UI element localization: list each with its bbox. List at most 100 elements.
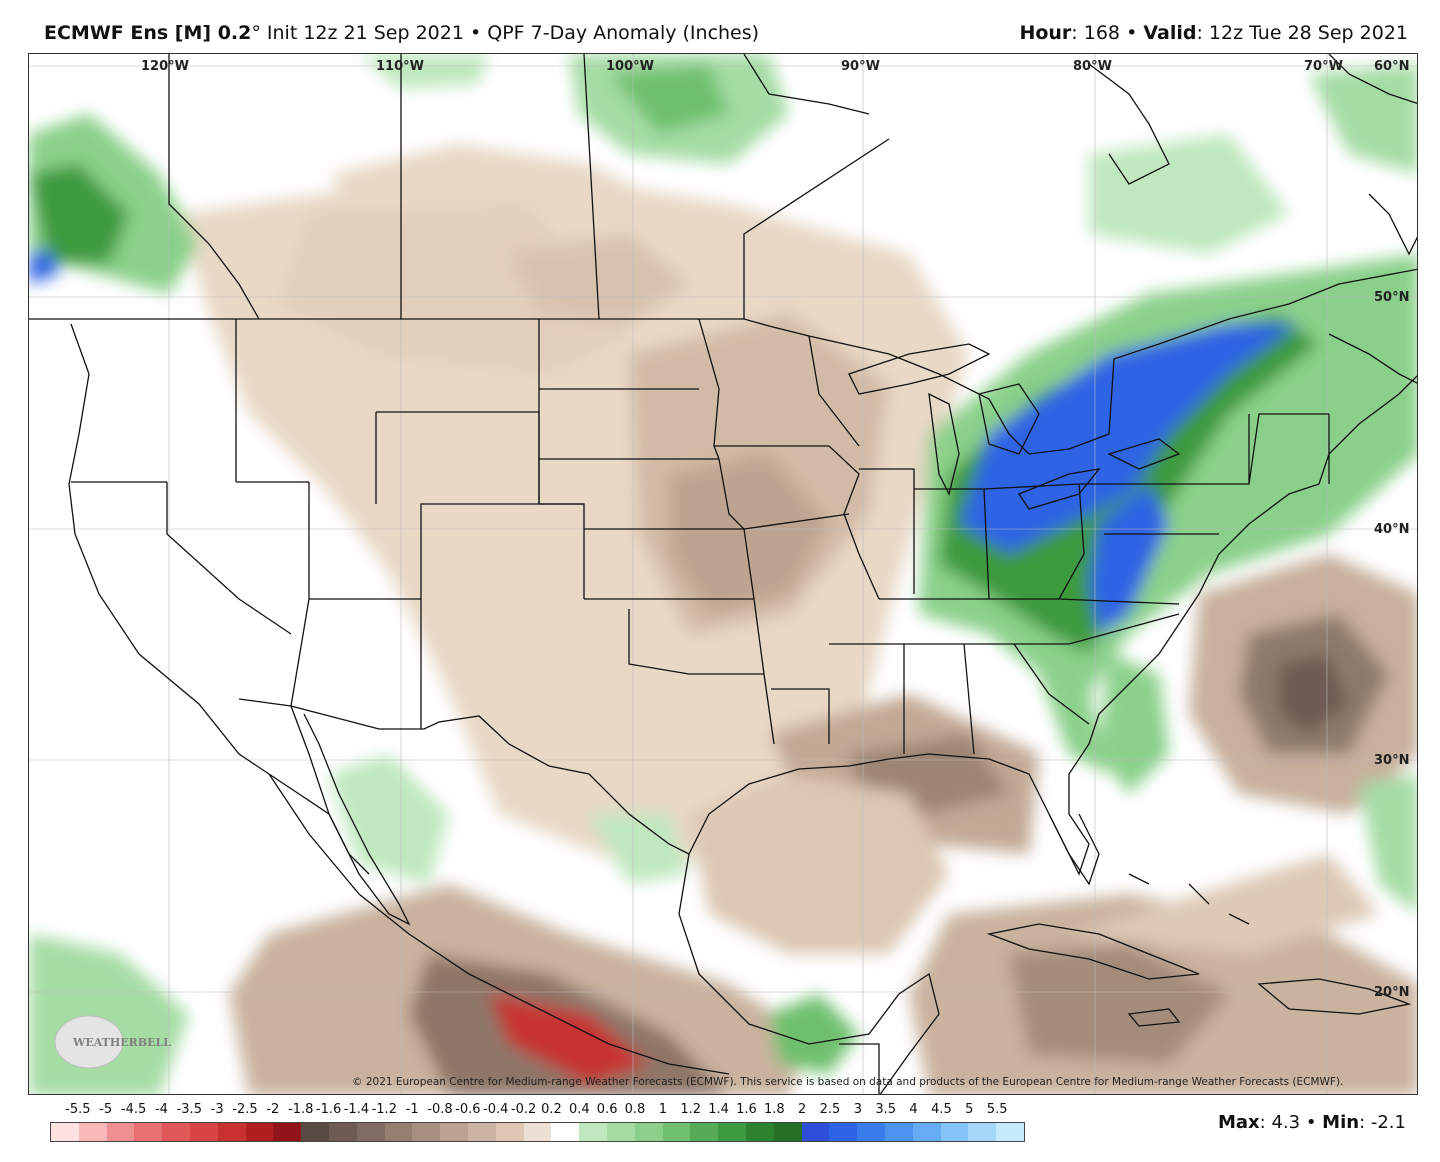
legend-tick-label: 2.5 xyxy=(819,1102,841,1117)
legend-tick-label: -0.6 xyxy=(455,1102,481,1117)
legend-swatch xyxy=(996,1123,1024,1141)
map-canvas: WEATHERBELL xyxy=(29,54,1417,1094)
legend-swatch xyxy=(273,1123,302,1141)
hour-value: : 168 xyxy=(1071,22,1121,44)
legend-tick-label: -2 xyxy=(266,1102,280,1117)
stats-bullet: • xyxy=(1305,1112,1317,1133)
legend-swatch xyxy=(745,1123,774,1141)
legend-swatch xyxy=(884,1123,913,1141)
legend-tick-label: -1.2 xyxy=(371,1102,397,1117)
latitude-label: 40°N xyxy=(1374,522,1410,537)
legend-tick-label: -0.8 xyxy=(427,1102,453,1117)
legend-tick-label: -0.4 xyxy=(483,1102,509,1117)
legend-swatch xyxy=(356,1123,385,1141)
init-time: Init 12z 21 Sep 2021 xyxy=(266,22,464,44)
valid-label: Valid xyxy=(1143,22,1197,44)
map-title: ECMWF Ens [M] 0.2° Init 12z 21 Sep 2021 … xyxy=(44,22,759,44)
legend-color-bar xyxy=(50,1122,1025,1142)
legend-swatch xyxy=(579,1123,607,1141)
longitude-label: 80°W xyxy=(1073,59,1112,74)
legend-tick-label: -3.5 xyxy=(176,1102,202,1117)
legend-tick-label: -1 xyxy=(405,1102,419,1117)
min-value: : -2.1 xyxy=(1359,1112,1406,1133)
legend-tick-label: 0.2 xyxy=(541,1102,562,1117)
legend-tick-label: -3 xyxy=(210,1102,224,1117)
legend-swatch xyxy=(78,1123,107,1141)
legend-tick-label: 1.4 xyxy=(708,1102,729,1117)
legend-swatch xyxy=(189,1123,218,1141)
legend-swatch xyxy=(440,1123,468,1141)
min-label: Min xyxy=(1322,1112,1360,1133)
longitude-label: 70°W xyxy=(1304,59,1343,74)
anomaly-field xyxy=(29,54,1417,1094)
max-label: Max xyxy=(1217,1112,1260,1133)
legend-tick-label: 1.6 xyxy=(736,1102,757,1117)
legend-swatch xyxy=(106,1123,135,1141)
legend-swatch xyxy=(495,1123,524,1141)
legend-swatch xyxy=(634,1123,663,1141)
legend-tick-label: 2 xyxy=(798,1102,807,1117)
legend-swatch xyxy=(940,1123,969,1141)
legend-tick-label: 5 xyxy=(965,1102,974,1117)
longitude-label: 110°W xyxy=(376,59,424,74)
model-name: ECMWF Ens [M] 0.2 xyxy=(44,22,252,44)
title-bullet: • xyxy=(469,22,482,44)
valid-value: : 12z Tue 28 Sep 2021 xyxy=(1196,22,1408,44)
legend-swatch xyxy=(384,1123,413,1141)
degree-symbol: ° xyxy=(251,22,261,44)
latitude-label: 60°N xyxy=(1374,59,1410,74)
legend-tick-label: -0.2 xyxy=(510,1102,537,1117)
legend-swatch xyxy=(51,1123,79,1141)
latitude-label: 20°N xyxy=(1374,985,1410,1000)
longitude-label: 90°W xyxy=(841,59,880,74)
legend-tick-label: 1.8 xyxy=(763,1102,785,1117)
legend-swatch xyxy=(829,1123,858,1141)
legend-swatch xyxy=(134,1123,163,1141)
legend-swatch xyxy=(662,1123,691,1141)
legend-tick-label: 5.5 xyxy=(986,1102,1008,1117)
legend-swatch xyxy=(718,1123,746,1141)
legend-swatch xyxy=(412,1123,441,1141)
legend-tick-label: -5 xyxy=(99,1102,113,1117)
legend-tick-label: 3.5 xyxy=(875,1102,897,1117)
legend-labels: -5.5 -5 -4.5 -4 -3.5 -3 -2.5 -2 -1.8 -1.6 -1.4 -1.2… xyxy=(50,1102,1025,1120)
legend-swatch xyxy=(801,1123,830,1141)
legend-swatch xyxy=(551,1123,580,1141)
legend-tick-label: 0.4 xyxy=(568,1102,590,1117)
map-header: ECMWF Ens [M] 0.2° Init 12z 21 Sep 2021 … xyxy=(28,14,1418,54)
legend-tick-label: -4.5 xyxy=(120,1102,147,1117)
legend-tick-label: -1.4 xyxy=(343,1102,370,1117)
legend-tick-label: 4 xyxy=(909,1102,918,1117)
legend-tick-label: -5.5 xyxy=(65,1102,91,1117)
color-legend: -5.5 -5 -4.5 -4 -3.5 -3 -2.5 -2 -1.8 -1.6 -1.4 -1.2… xyxy=(50,1102,1025,1144)
legend-swatch xyxy=(690,1123,719,1141)
max-value: : 4.3 xyxy=(1259,1112,1301,1133)
anomaly-map: WEATHERBELL 120°W 110°W 100°W 90°W 80°W … xyxy=(28,53,1418,1095)
longitude-label: 120°W xyxy=(141,59,189,74)
legend-swatch xyxy=(857,1123,885,1141)
legend-tick-label: 3 xyxy=(853,1102,862,1117)
legend-swatch xyxy=(328,1123,357,1141)
logo-text: WEATHERBELL xyxy=(72,1036,171,1049)
legend-tick-label: -1.8 xyxy=(288,1102,314,1117)
legend-tick-label: 1 xyxy=(658,1102,667,1117)
copyright-notice: © 2021 European Centre for Medium-range … xyxy=(352,1076,1344,1088)
political-borders xyxy=(29,54,1417,1094)
valid-time-info: Hour: 168 • Valid: 12z Tue 28 Sep 2021 xyxy=(1019,22,1408,44)
legend-swatch xyxy=(773,1123,802,1141)
legend-swatch xyxy=(301,1123,329,1141)
legend-swatch xyxy=(968,1123,997,1141)
longitude-label: 100°W xyxy=(606,59,654,74)
legend-tick-label: 4.5 xyxy=(931,1102,952,1117)
legend-swatch xyxy=(217,1123,246,1141)
max-min-stats: Max: 4.3 • Min: -2.1 xyxy=(1218,1112,1406,1133)
legend-swatch xyxy=(467,1123,496,1141)
legend-tick-label: -1.6 xyxy=(315,1102,342,1117)
legend-tick-label: -4 xyxy=(154,1102,168,1117)
header-bullet: • xyxy=(1126,22,1138,44)
legend-swatch xyxy=(912,1123,941,1141)
legend-tick-label: 0.8 xyxy=(624,1102,646,1117)
weatherbell-logo: WEATHERBELL xyxy=(54,1015,171,1069)
legend-tick-label: 0.6 xyxy=(596,1102,618,1117)
